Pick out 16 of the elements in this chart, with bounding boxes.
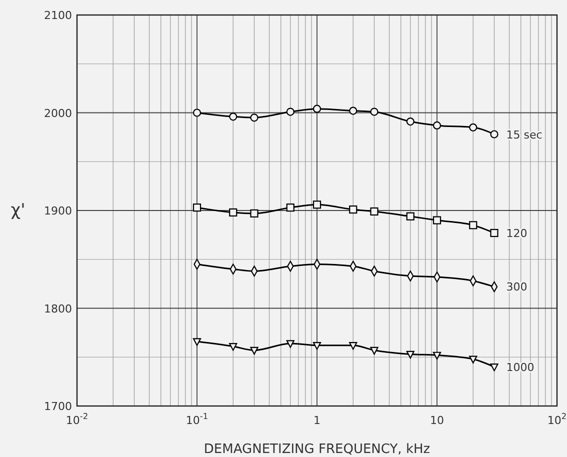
series-label: 300 bbox=[506, 280, 528, 294]
x-tick-label: 10 bbox=[430, 414, 444, 427]
y-tick-label: 1700 bbox=[44, 400, 72, 413]
y-axis-title: χ' bbox=[10, 200, 26, 220]
x-tick-label: 10$^{-2}$ bbox=[66, 411, 88, 427]
y-tick-label: 1800 bbox=[44, 302, 72, 316]
y-tick-label: 2100 bbox=[44, 9, 72, 22]
x-tick-label: 10$^{-1}$ bbox=[186, 411, 208, 427]
series-label: 120 bbox=[506, 226, 528, 240]
series-label: 1000 bbox=[506, 360, 534, 374]
x-tick-label: 10$^{2}$ bbox=[547, 411, 567, 427]
series-label: 15 sec bbox=[506, 128, 542, 142]
x-tick-label: 1 bbox=[314, 414, 320, 427]
x-axis-title: DEMAGNETIZING FREQUENCY, kHz bbox=[204, 442, 430, 457]
y-tick-label: 1900 bbox=[44, 204, 72, 218]
y-tick-label: 2000 bbox=[44, 106, 72, 120]
